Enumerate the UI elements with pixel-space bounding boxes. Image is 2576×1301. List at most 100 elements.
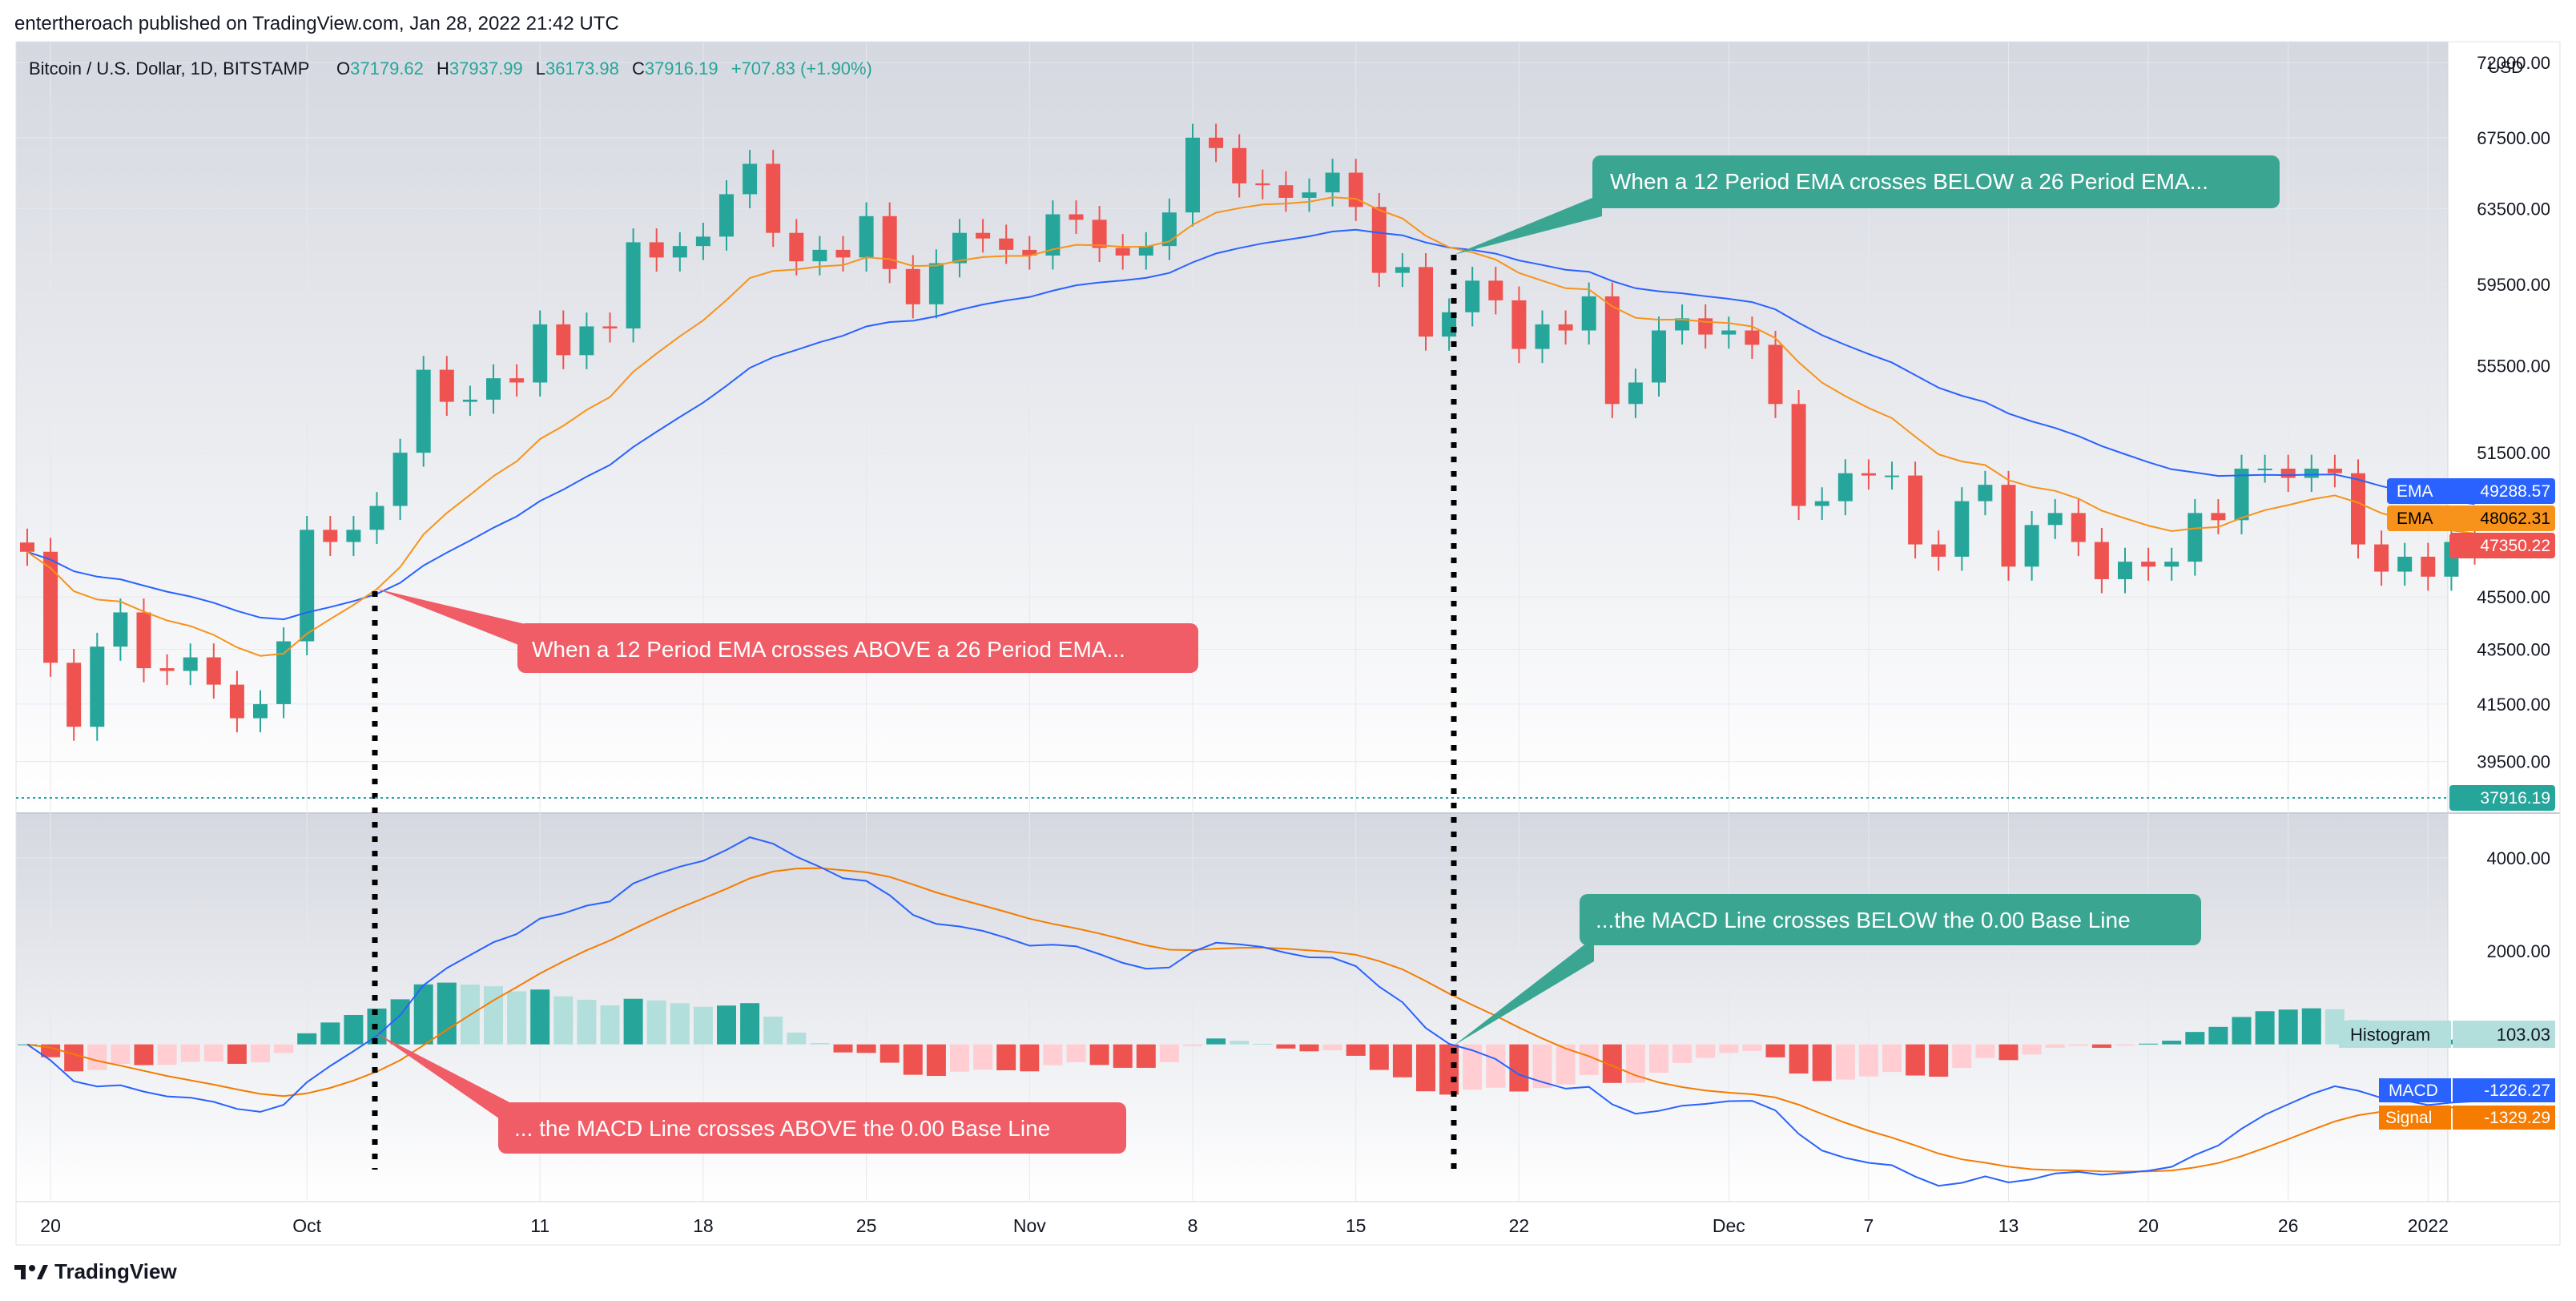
axes: 72000.0067500.0063500.0059500.0055500.00…: [40, 53, 2550, 1236]
histogram-bar: [2045, 1044, 2065, 1048]
histogram-bar: [2022, 1044, 2042, 1055]
histogram-bar: [600, 1005, 620, 1045]
histogram-bar: [1486, 1044, 1506, 1088]
ema-slow-tag-label: EMA: [2397, 482, 2433, 501]
histogram-bar: [1136, 1044, 1156, 1068]
histogram-bar: [1998, 1044, 2019, 1061]
candle-body: [1954, 501, 1970, 557]
candle-body: [579, 326, 594, 356]
candle-body: [859, 215, 874, 258]
histogram-bar: [1276, 1044, 1296, 1049]
histogram-bar: [2091, 1044, 2111, 1048]
candle-body: [1861, 473, 1876, 476]
candle-body: [2397, 556, 2413, 572]
ema-fast-tag-label: EMA: [2397, 510, 2433, 528]
callout-ema-cross-below: When a 12 Period EMA crosses BELOW a 26 …: [1454, 155, 2280, 255]
change-value: +707.83 (+1.90%): [731, 58, 872, 79]
histogram-bar: [1672, 1044, 1693, 1063]
histogram-bar: [577, 999, 597, 1045]
histogram-bar: [787, 1032, 807, 1045]
candle-body: [1908, 475, 1923, 545]
candle-body: [1232, 147, 1247, 183]
histogram-bar: [2139, 1043, 2159, 1045]
histogram-bar: [1253, 1043, 1273, 1045]
candle-body: [1628, 382, 1643, 405]
candle-body: [2094, 542, 2109, 579]
candle-body: [1325, 172, 1340, 193]
histogram-bar: [2208, 1026, 2228, 1045]
candle-body: [1045, 214, 1061, 256]
histogram-bar: [507, 991, 527, 1045]
time-tick-label: Dec: [1713, 1215, 1745, 1236]
histogram-bar: [1346, 1044, 1366, 1056]
time-tick-label: 20: [40, 1215, 61, 1236]
callout-macd-below-zero-text: ...the MACD Line crosses BELOW the 0.00 …: [1596, 908, 2131, 932]
signal-tag-label: Signal: [2385, 1109, 2432, 1127]
ema-slow-tag-value: 49288.57: [2480, 482, 2550, 501]
brand-footer[interactable]: TradingView: [14, 1259, 177, 1284]
candle-body: [766, 163, 781, 233]
candle-body: [2421, 556, 2436, 577]
histogram-bar: [1975, 1044, 1995, 1058]
candle-body: [672, 246, 687, 258]
candle-body: [1837, 473, 1853, 501]
time-tick-label: 2022: [2408, 1215, 2449, 1236]
macd-tick-label: 2000.00: [2486, 941, 2550, 961]
price-tick-label: 63500.00: [2477, 199, 2550, 220]
macd-tag-label: MACD: [2389, 1081, 2438, 1100]
histogram-bar: [87, 1044, 107, 1070]
candle-body: [2304, 468, 2319, 478]
time-tick-label: 13: [1998, 1215, 2019, 1236]
histogram-bar: [251, 1044, 270, 1063]
callout-ema-cross-below-text: When a 12 Period EMA crosses BELOW a 26 …: [1610, 169, 2208, 194]
time-tick-label: Nov: [1013, 1215, 1046, 1236]
candle-body: [439, 369, 454, 402]
candle-body: [346, 530, 361, 542]
candle-body: [253, 703, 268, 719]
time-tick-label: 8: [1188, 1215, 1198, 1236]
histogram-bar: [1906, 1044, 1926, 1076]
histogram-tag-label: Histogram: [2350, 1025, 2430, 1045]
candle-body: [533, 324, 548, 383]
candle-body: [2118, 562, 2132, 579]
candle-body: [20, 542, 34, 552]
candle-body: [2047, 513, 2063, 526]
signal-line: [26, 867, 2475, 1173]
histogram-bar: [833, 1044, 853, 1053]
candle-body: [1885, 475, 1899, 477]
histogram-bar: [740, 1003, 760, 1045]
candle-body: [486, 378, 501, 400]
candle-body: [1302, 192, 1317, 198]
histogram-bar: [111, 1044, 131, 1065]
macd-series: [18, 836, 2485, 1187]
time-tick-label: 7: [1864, 1215, 1874, 1236]
histogram-bar: [553, 996, 574, 1045]
price-tick-label: 51500.00: [2477, 443, 2550, 463]
candle-body: [1092, 220, 1107, 248]
candle-body: [1978, 485, 1993, 501]
publisher-line: entertheroach published on TradingView.c…: [14, 13, 619, 34]
macd-tag-value: -1226.27: [2484, 1081, 2550, 1100]
low-label: L: [536, 58, 545, 79]
histogram-bar: [950, 1044, 969, 1072]
histogram-bar: [1416, 1044, 1435, 1092]
histogram-bar: [2255, 1011, 2275, 1045]
macd-line: [26, 836, 2475, 1187]
histogram-bar: [2278, 1009, 2298, 1045]
histogram-bar: [879, 1044, 900, 1063]
candle-body: [2257, 468, 2272, 470]
histogram-bar: [903, 1044, 923, 1075]
candle-body: [649, 242, 664, 258]
histogram-bar: [227, 1044, 247, 1064]
histogram-bar: [1719, 1044, 1739, 1053]
ema-slow-tag: EMA 49288.57: [2387, 478, 2555, 504]
candle-body: [1371, 207, 1387, 273]
histogram-bar: [1043, 1044, 1063, 1065]
candle-body: [835, 249, 851, 258]
candle-body: [1395, 267, 1410, 273]
candle-body: [1604, 296, 1620, 405]
histogram-bar: [530, 989, 550, 1045]
histogram-bar: [2232, 1017, 2252, 1045]
candle-body: [1419, 267, 1433, 337]
